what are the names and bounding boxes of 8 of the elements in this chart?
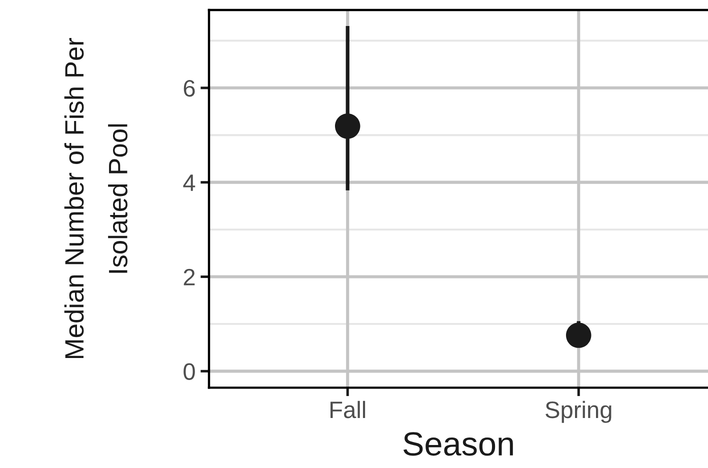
y-axis-title: Median Number of Fish Per Isolated Pool bbox=[64, 38, 128, 358]
x-tick-label: Fall bbox=[330, 400, 366, 418]
y-tick-label: 4 bbox=[183, 174, 196, 191]
y-tick-label: 2 bbox=[184, 268, 195, 286]
y-tick-label: 0 bbox=[184, 363, 195, 380]
y-tick-label: 6 bbox=[184, 80, 195, 97]
x-tick-label: Spring bbox=[546, 400, 612, 423]
x-axis-title: Season bbox=[403, 432, 513, 456]
